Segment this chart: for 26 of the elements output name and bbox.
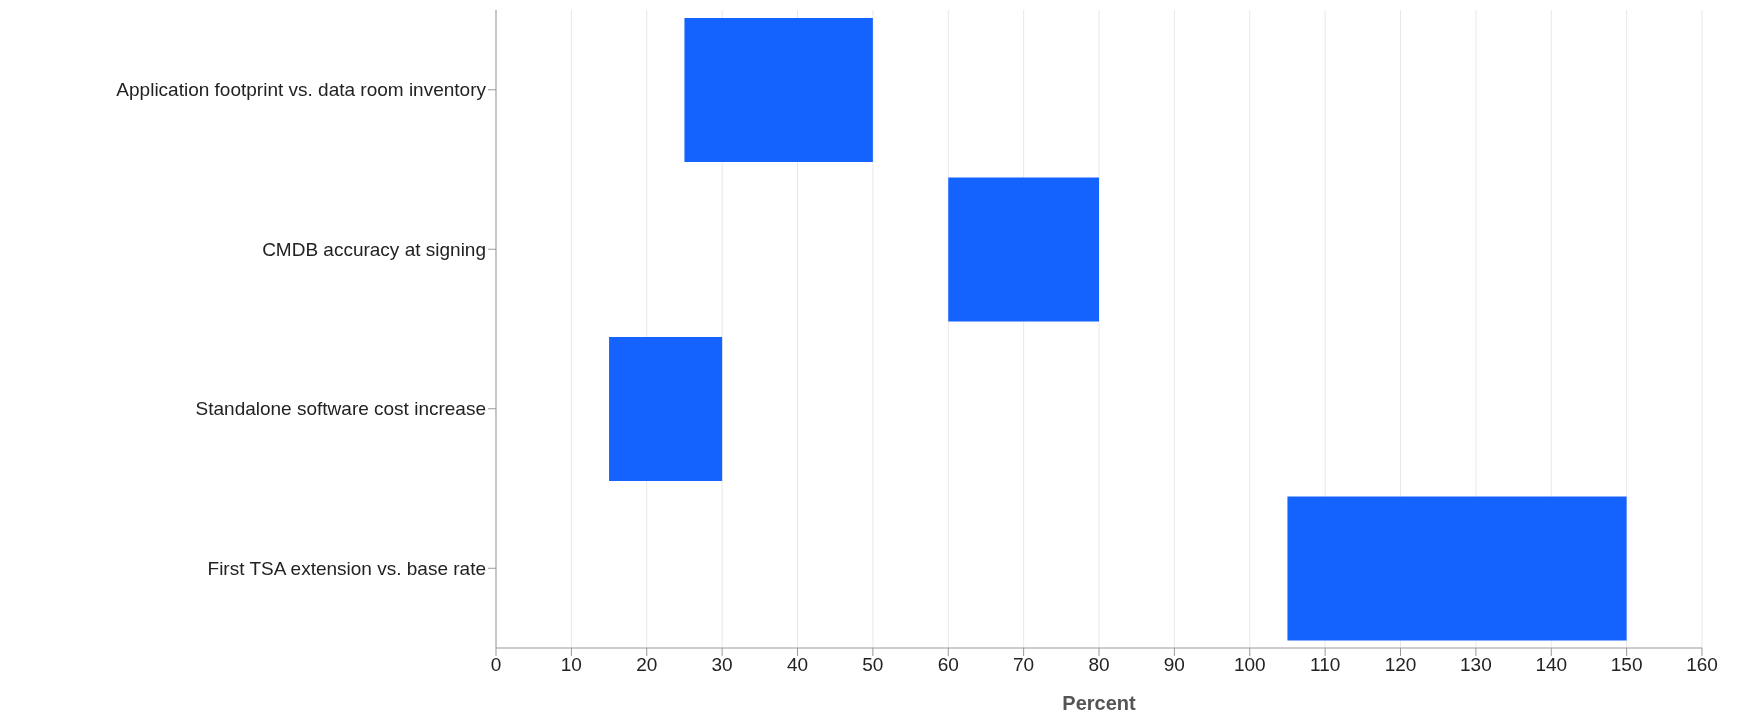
x-tick-label: 150 bbox=[1610, 654, 1643, 676]
bar bbox=[684, 18, 873, 162]
x-tick-label: 130 bbox=[1460, 654, 1492, 676]
x-tick-label: 90 bbox=[1163, 654, 1185, 676]
x-tick-label: 20 bbox=[636, 654, 658, 676]
x-tick-label: 80 bbox=[1088, 654, 1110, 676]
bar bbox=[609, 337, 723, 481]
x-tick-label: 120 bbox=[1384, 654, 1417, 676]
x-tick-label: 160 bbox=[1686, 654, 1718, 676]
x-tick-label: 40 bbox=[786, 654, 809, 676]
bar bbox=[948, 177, 1099, 322]
x-tick-label: 30 bbox=[711, 654, 733, 676]
x-tick-label: 0 bbox=[490, 654, 502, 676]
x-tick-label: 110 bbox=[1309, 654, 1341, 676]
x-axis-title: Percent bbox=[1062, 692, 1137, 715]
x-tick-label: 10 bbox=[560, 654, 582, 676]
x-tick-label: 140 bbox=[1535, 654, 1568, 676]
x-tick-label: 70 bbox=[1013, 654, 1035, 676]
bar bbox=[1287, 496, 1627, 641]
y-tick-label: Application footprint vs. data room inventory bbox=[116, 79, 487, 101]
y-tick-label: CMDB accuracy at signing bbox=[262, 238, 486, 260]
y-tick-label: First TSA extension vs. base rate bbox=[207, 557, 486, 579]
y-tick-label: Standalone software cost increase bbox=[195, 398, 486, 420]
x-tick-label: 60 bbox=[937, 654, 959, 676]
x-tick-label: 50 bbox=[862, 654, 884, 676]
x-tick-label: 100 bbox=[1233, 654, 1266, 676]
